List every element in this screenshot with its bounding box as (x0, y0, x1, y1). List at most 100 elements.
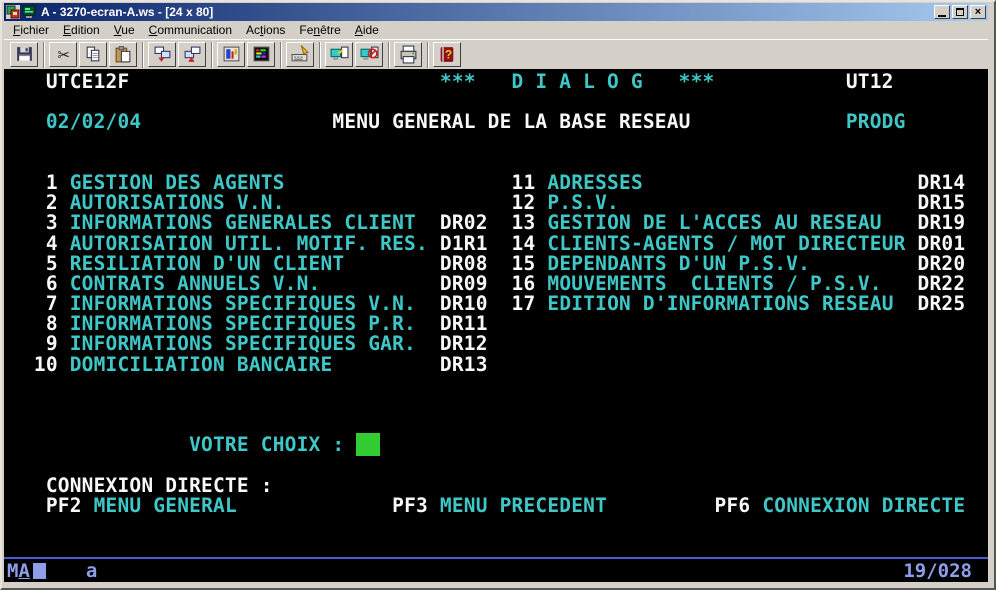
menu-fichier[interactable]: Fichier (13, 23, 50, 37)
screen-text: AUTORISATION UTIL. MOTIF. RES. (69, 231, 428, 255)
screen-text: DR12 (439, 332, 488, 356)
color-setup-button[interactable] (247, 42, 275, 67)
screen-row (10, 456, 988, 476)
screen-row (10, 375, 988, 395)
menu-vue[interactable]: Vue (113, 23, 135, 37)
screen-text: ADRESSES (547, 170, 643, 194)
screen-row: 8 INFORMATIONS SPECIFIQUES P.R. DR11 (10, 314, 988, 334)
screen-text: INFORMATIONS SPECIFIQUES V.N. (69, 292, 416, 316)
save-icon (15, 45, 34, 64)
screen-text: INFORMATIONS SPECIFIQUES GAR. (69, 332, 416, 356)
keyboard-setup-button[interactable] (286, 42, 314, 67)
screen-row: 10 DOMICILIATION BANCAIRE DR13 (10, 352, 988, 376)
menu-edition[interactable]: Edition (63, 23, 100, 37)
screen-text (894, 292, 918, 315)
copy-button[interactable] (79, 42, 107, 67)
display-setup-icon (222, 45, 241, 64)
window-title: A - 3270-ecran-A.ws - [24 x 80] (41, 5, 214, 19)
screen-text: 02/02/04 (45, 110, 142, 134)
connect-session-icon (330, 45, 349, 64)
screen-text (129, 70, 439, 93)
screen-text (82, 494, 94, 517)
oia-connection-block-icon (32, 562, 46, 579)
screen-text (237, 494, 392, 517)
toolbar-group (214, 41, 281, 68)
keyboard-setup-icon (291, 45, 310, 64)
menu-bar: Fichier Edition Vue Communication Actions Fen… (4, 21, 988, 39)
restore-button[interactable] (952, 5, 968, 19)
title-bar: A - 3270-ecran-A.ws - [24 x 80] × (4, 3, 988, 21)
paste-button[interactable] (109, 42, 137, 67)
choice-input-field[interactable] (356, 433, 381, 457)
screen-row: 7 INFORMATIONS SPECIFIQUES V.N. DR10 17 … (10, 292, 988, 316)
screen-text: PRODG (845, 110, 906, 134)
minimize-button[interactable] (934, 5, 950, 19)
screen-text: INFORMATIONS SPECIFIQUES P.R. (69, 312, 416, 336)
screen-row: VOTRE CHOIX : (10, 433, 988, 457)
toolbar: ✂? (4, 39, 988, 69)
menu-actions[interactable]: Actions (246, 23, 286, 37)
close-icon: × (974, 6, 982, 18)
copy-icon (84, 45, 103, 64)
screen-text: DR08 (439, 251, 488, 275)
screen-text: DR13 (439, 352, 488, 376)
screen-text: MENU GENERAL (93, 493, 237, 517)
screen-text: DR01 (917, 231, 966, 255)
svg-text:?: ? (445, 49, 452, 62)
screen-text: 10 (10, 352, 58, 376)
help-button[interactable]: ? (433, 42, 461, 67)
oia-system-flag: M (7, 559, 19, 582)
screen-text: EDITION D'INFORMATIONS RESEAU (547, 292, 894, 316)
screen-text: 5 (10, 251, 58, 275)
disconnect-session-button[interactable] (355, 42, 383, 67)
receive-file-button[interactable] (148, 42, 176, 67)
screen-text: CONTRATS ANNUELS V.N. (69, 271, 321, 295)
screen-text: PF2 (45, 493, 82, 517)
display-setup-button[interactable] (217, 42, 245, 67)
screen-row (10, 536, 988, 556)
toolbar-group (145, 41, 212, 68)
screen-text (750, 494, 762, 517)
send-file-button[interactable] (178, 42, 206, 67)
screen-text: 17 (511, 292, 536, 316)
screen-row (10, 92, 988, 112)
screen-text: PF6 (714, 493, 751, 517)
app-icon[interactable] (6, 5, 20, 19)
screen-row (10, 395, 988, 415)
screen-text: DOMICILIATION BANCAIRE (69, 352, 333, 376)
screen-text: GESTION DE L'ACCES AU RESEAU (547, 211, 882, 235)
screen-text: RESILIATION D'UN CLIENT (69, 251, 345, 275)
screen-text: DR09 (439, 271, 488, 295)
close-button[interactable]: × (970, 5, 986, 19)
screen-text: MENU GENERAL DE LA BASE RESEAU (332, 110, 691, 134)
help-icon: ? (438, 45, 457, 64)
screen-text (428, 494, 440, 517)
screen-text: 3 (10, 211, 58, 235)
screen-text: 4 (10, 231, 58, 255)
screen-text (488, 292, 512, 315)
color-setup-icon (252, 45, 271, 64)
screen-text (10, 110, 46, 133)
screen-text (58, 353, 70, 376)
screen-text: DR25 (917, 292, 966, 316)
screen-row: 9 INFORMATIONS SPECIFIQUES GAR. DR12 (10, 334, 988, 354)
screen-text: CONNEXION DIRECTE (762, 493, 966, 517)
menu-fenetre[interactable]: Fenêtre (299, 23, 341, 37)
screen-text: GESTION DES AGENTS (69, 170, 285, 194)
screen-text: DR11 (439, 312, 488, 336)
menu-communication[interactable]: Communication (148, 23, 233, 37)
session-icon[interactable] (22, 5, 36, 19)
screen-text (141, 110, 332, 133)
connect-session-button[interactable] (325, 42, 353, 67)
screen-text: MOUVEMENTS CLIENTS / P.S.V. (547, 271, 882, 295)
cut-button[interactable]: ✂ (49, 42, 77, 67)
screen-text: 6 (10, 271, 58, 295)
screen-text (535, 292, 547, 315)
menu-aide[interactable]: Aide (354, 23, 379, 37)
screen-text: UTCE12F (45, 70, 130, 93)
cursor-position-indicator: 19/028 (903, 560, 972, 582)
terminal-screen[interactable]: UTCE12F *** D I A L O G *** UT12 02/02/0… (4, 69, 988, 557)
print-button[interactable] (394, 42, 422, 67)
save-button[interactable] (10, 42, 38, 67)
